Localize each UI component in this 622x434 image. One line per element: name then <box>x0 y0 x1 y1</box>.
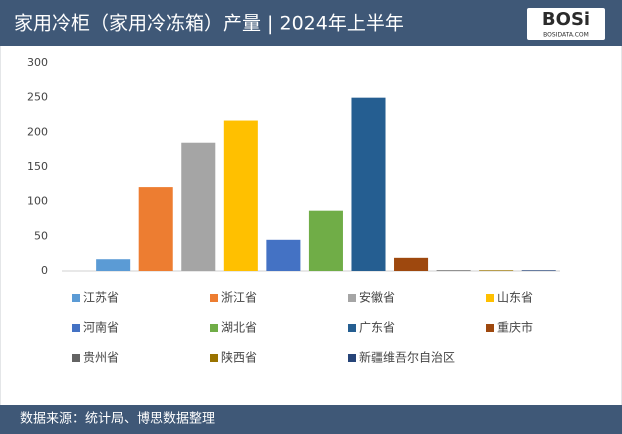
legend-label: 贵州省 <box>83 351 119 365</box>
bar <box>394 257 429 271</box>
y-tick-label: 100 <box>27 195 48 208</box>
legend-label: 湖北省 <box>221 320 257 335</box>
logo-box <box>527 8 605 40</box>
chart-title: 家用冷柜（家用冷冻箱）产量 | 2024年上半年 <box>14 13 404 35</box>
legend-swatch <box>348 324 356 332</box>
legend-label: 新疆维吾尔自治区 <box>359 350 455 365</box>
bar <box>351 97 386 272</box>
y-tick-label: 50 <box>34 229 48 242</box>
legend-swatch <box>348 354 356 362</box>
legend-swatch <box>72 354 80 362</box>
y-tick-label: 300 <box>27 56 48 69</box>
legend-label: 重庆市 <box>497 320 533 335</box>
legend-label: 广东省 <box>359 321 395 335</box>
legend-swatch <box>72 294 80 302</box>
legend-swatch <box>486 294 494 302</box>
legend-label: 江苏省 <box>83 291 119 305</box>
legend-swatch <box>72 324 80 332</box>
bar <box>521 270 556 271</box>
bar <box>223 120 258 272</box>
legend-swatch <box>486 324 494 332</box>
bar <box>181 142 216 271</box>
y-tick-label: 150 <box>27 160 48 173</box>
legend-label: 安徽省 <box>359 290 395 305</box>
y-tick-label: 0 <box>41 264 48 277</box>
y-tick-label: 250 <box>27 91 48 104</box>
logo: BOSi <box>542 9 590 30</box>
header-bar <box>0 0 622 46</box>
legend-label: 河南省 <box>83 320 119 335</box>
bar <box>436 270 471 271</box>
legend-swatch <box>210 324 218 332</box>
footer-bar <box>0 405 622 434</box>
bar <box>138 187 173 271</box>
bar <box>479 270 514 271</box>
legend-label: 山东省 <box>497 291 533 305</box>
logo-site: BOSIDATA.COM <box>543 32 589 39</box>
bar <box>96 259 131 271</box>
y-tick-label: 200 <box>27 125 48 138</box>
legend-swatch <box>348 294 356 302</box>
legend-label: 陕西省 <box>221 350 257 365</box>
bar <box>266 239 301 271</box>
legend-swatch <box>210 294 218 302</box>
source: 数据来源：统计局、博思数据整理 <box>20 412 215 427</box>
legend-label: 浙江省 <box>221 291 257 305</box>
bar <box>308 210 343 271</box>
legend-swatch <box>210 354 218 362</box>
